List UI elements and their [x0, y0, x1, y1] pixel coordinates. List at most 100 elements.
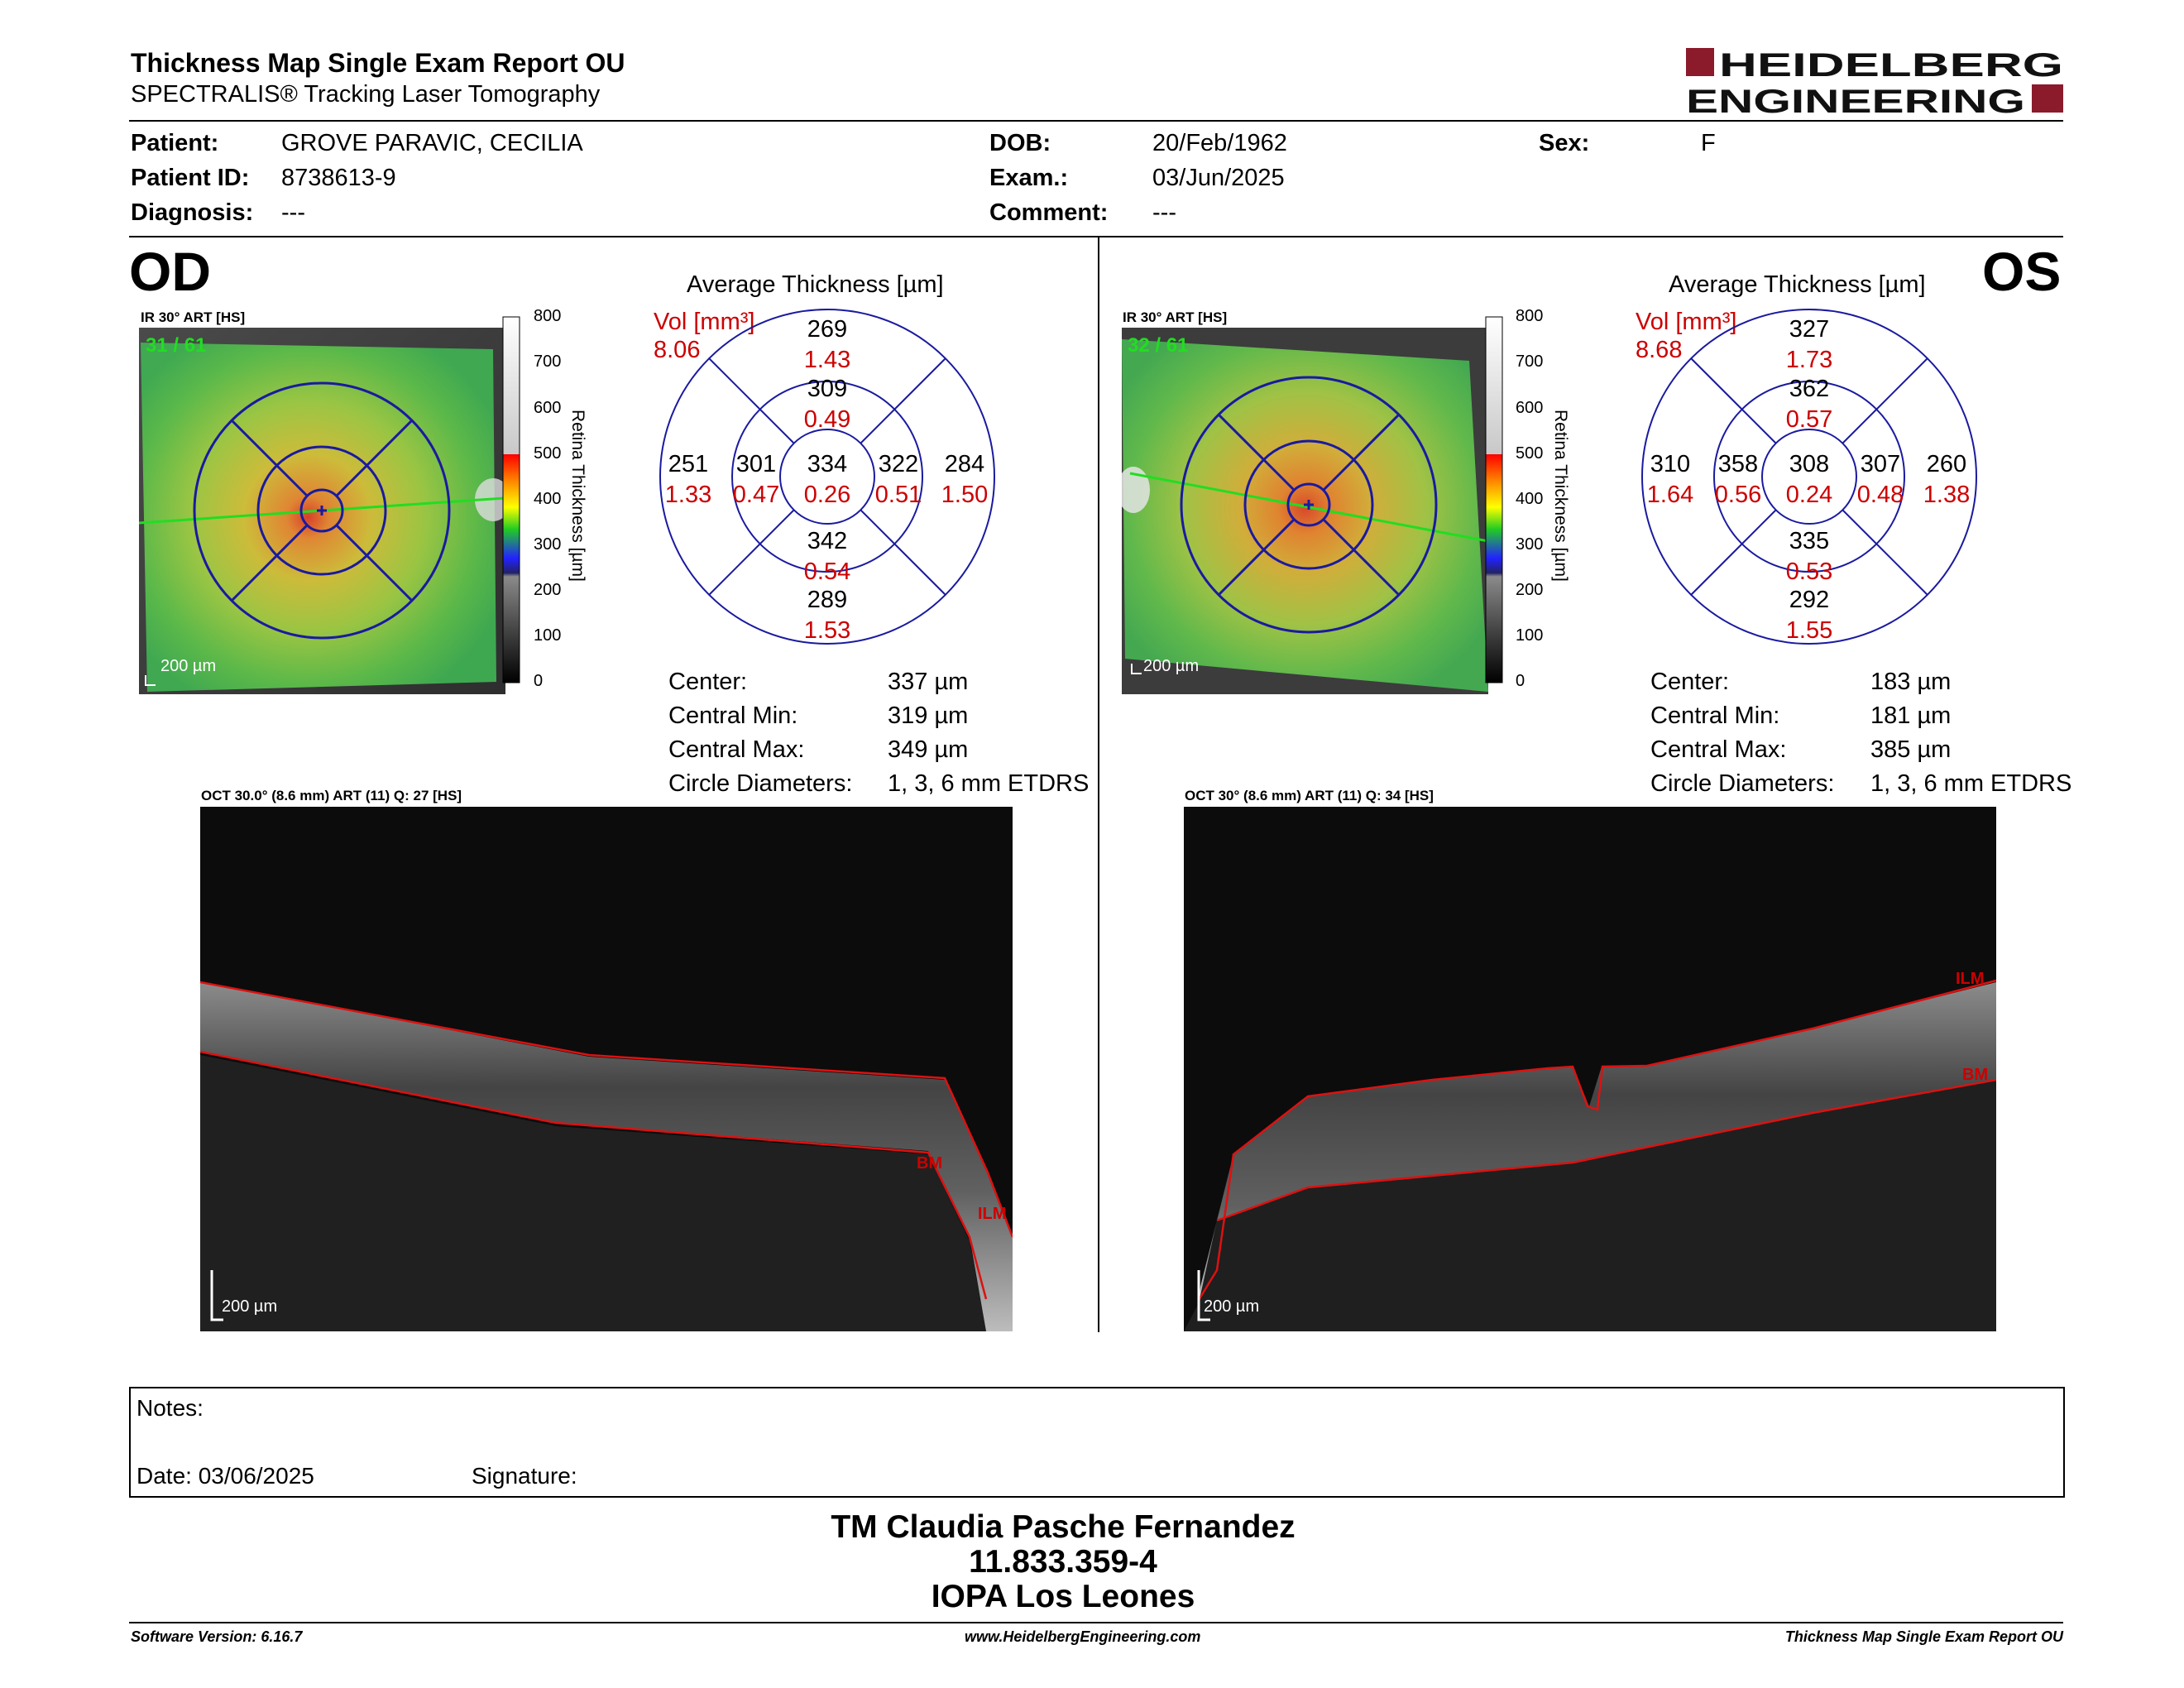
patient-id-label: Patient ID: [131, 165, 250, 191]
os-stat-diam-label: Circle Diameters: [1650, 770, 1835, 797]
footer-divider [129, 1622, 2063, 1623]
os-scale-tick-600: 600 [1516, 399, 1544, 417]
os-vol-block: Vol [mm³] 8.68 [1636, 308, 1736, 364]
od-fundus-title: IR 30° ART [HS] [141, 309, 246, 325]
notes-box: Notes: Date: 03/06/2025 Signature: [129, 1387, 2065, 1498]
od-fundus-counter: 31 / 61 [146, 334, 207, 357]
os-stat-center-label: Center: [1650, 669, 1730, 695]
signature-institution: IOPA Los Leones [931, 1579, 1195, 1614]
od-inner-right-volume: 0.51 [875, 482, 922, 508]
os-vol-value: 8.68 [1636, 337, 1683, 363]
heidelberg-logo: HEIDELBERG ENGINEERING [1686, 46, 2067, 120]
diagnosis-label: Diagnosis: [131, 199, 254, 226]
od-scale-tick-200: 200 [534, 581, 562, 599]
signature-label: Signature: [472, 1463, 577, 1489]
os-stat-diam-value: 1, 3, 6 mm ETDRS [1870, 770, 2072, 797]
header-divider [129, 120, 2063, 122]
os-fundus-counter: 32 / 61 [1128, 334, 1189, 357]
os-inner-right-thickness: 307 [1861, 451, 1900, 477]
od-scale-tick-800: 800 [534, 307, 562, 325]
od-outer-right-thickness: 284 [945, 451, 984, 477]
od-scale-tick-700: 700 [534, 352, 562, 371]
report-subtitle: SPECTRALIS® Tracking Laser Tomography [131, 81, 601, 108]
footer-website-link[interactable]: www.HeidelbergEngineering.com [965, 1628, 1201, 1645]
os-scale-tick-0: 0 [1516, 672, 1525, 690]
od-color-scale [502, 314, 568, 687]
od-thickness-map [138, 328, 511, 694]
od-stat-center-label: Center: [668, 669, 748, 695]
os-outer-left-volume: 1.64 [1647, 482, 1693, 508]
od-avg-title: Average Thickness [µm] [687, 271, 944, 298]
od-stat-diam-label: Circle Diameters: [668, 770, 853, 797]
os-scale-tick-300: 300 [1516, 535, 1544, 554]
od-inner-inf-volume: 0.54 [804, 559, 850, 585]
od-outer-inf-volume: 1.53 [804, 617, 850, 644]
os-oct-bm-label: BM [1962, 1066, 1989, 1084]
od-center-thickness: 334 [807, 451, 847, 477]
os-center-volume: 0.24 [1786, 482, 1832, 508]
os-inner-inf-thickness: 335 [1789, 528, 1829, 554]
os-scale-tick-500: 500 [1516, 444, 1544, 463]
od-outer-inf-thickness: 289 [807, 587, 847, 613]
os-fundus-title: IR 30° ART [HS] [1123, 309, 1228, 325]
os-scale-tick-800: 800 [1516, 307, 1544, 325]
os-outer-left-thickness: 310 [1650, 451, 1690, 477]
footer-report-name: Thickness Map Single Exam Report OU [1784, 1628, 2063, 1645]
os-etdrs-grid: 327 1.73 362 0.57 308 0.24 335 0.53 292 … [1640, 308, 1978, 645]
patient-divider [129, 236, 2063, 237]
os-oct-ilm-label: ILM [1956, 970, 1985, 988]
os-stat-min-label: Central Min: [1650, 703, 1780, 729]
os-inner-sup-thickness: 362 [1789, 376, 1829, 402]
od-stat-min-value: 319 µm [888, 703, 969, 729]
patient-id: 8738613-9 [281, 165, 396, 191]
os-stat-center-value: 183 µm [1870, 669, 1952, 695]
eye-divider [1098, 237, 1099, 1332]
footer-software-version: Software Version: 6.16.7 [131, 1628, 303, 1645]
os-inner-right-volume: 0.48 [1857, 482, 1904, 508]
od-eye-label: OD [129, 241, 211, 302]
os-oct-scalebar: 200 µm [1204, 1297, 1260, 1316]
dob-label: DOB: [989, 130, 1051, 156]
os-outer-sup-volume: 1.73 [1786, 347, 1832, 373]
od-stat-diam-value: 1, 3, 6 mm ETDRS [888, 770, 1090, 797]
os-stat-min-value: 181 µm [1870, 703, 1952, 729]
od-inner-sup-thickness: 309 [807, 376, 847, 402]
os-avg-title: Average Thickness [µm] [1669, 271, 1926, 298]
od-inner-left-thickness: 301 [736, 451, 776, 477]
report-title: Thickness Map Single Exam Report OU [131, 48, 625, 78]
od-inner-left-volume: 0.47 [733, 482, 779, 508]
patient-name: GROVE PARAVIC, CECILIA [281, 130, 583, 156]
os-center-thickness: 308 [1789, 451, 1829, 477]
od-vol-label: Vol [mm³] [654, 309, 755, 335]
od-scale-name: Retina Thickness [µm] [568, 410, 587, 582]
os-inner-inf-volume: 0.53 [1786, 559, 1832, 585]
os-scale-tick-400: 400 [1516, 490, 1544, 508]
od-fundus-scalebar: 200 µm [160, 657, 217, 675]
os-outer-right-thickness: 260 [1927, 451, 1966, 477]
os-thickness-map [1117, 328, 1489, 694]
os-inner-left-volume: 0.56 [1715, 482, 1761, 508]
od-outer-left-thickness: 251 [668, 451, 708, 477]
notes-date: Date: 03/06/2025 [136, 1463, 314, 1489]
sex-label: Sex: [1539, 130, 1590, 156]
od-inner-inf-thickness: 342 [807, 528, 847, 554]
os-oct-title: OCT 30° (8.6 mm) ART (11) Q: 34 [HS] [1185, 788, 1434, 803]
od-outer-sup-thickness: 269 [807, 316, 847, 343]
exam-label: Exam.: [989, 165, 1069, 191]
od-stat-max-value: 349 µm [888, 736, 969, 763]
os-outer-inf-volume: 1.55 [1786, 617, 1832, 644]
od-inner-sup-volume: 0.49 [804, 406, 850, 433]
os-eye-label: OS [1982, 241, 2062, 302]
diagnosis-value: --- [281, 199, 305, 226]
patient-label: Patient: [131, 130, 219, 156]
od-outer-sup-volume: 1.43 [804, 347, 850, 373]
os-inner-sup-volume: 0.57 [1786, 406, 1832, 433]
os-outer-right-volume: 1.38 [1923, 482, 1970, 508]
os-stat-max-value: 385 µm [1870, 736, 1952, 763]
os-stat-max-label: Central Max: [1650, 736, 1787, 763]
od-inner-right-thickness: 322 [879, 451, 918, 477]
od-stat-center-value: 337 µm [888, 669, 969, 695]
os-color-scale [1485, 314, 1510, 687]
od-scale-tick-300: 300 [534, 535, 562, 554]
od-oct-ilm-label: ILM [978, 1205, 1007, 1223]
